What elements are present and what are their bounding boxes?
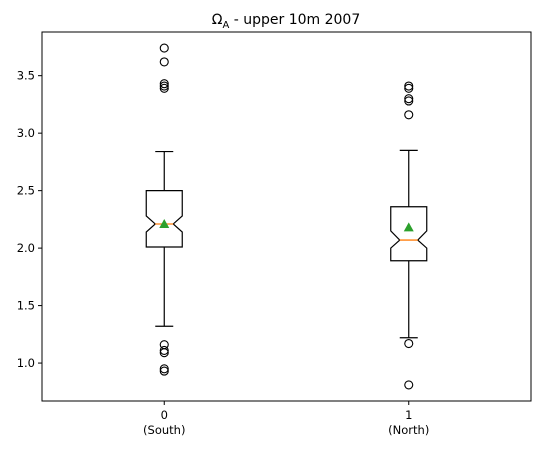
x-category-name: (North) — [388, 423, 429, 437]
y-axis: 1.0 1.5 2.0 2.5 3.0 3.5 — [17, 69, 42, 370]
outlier-point — [159, 83, 169, 93]
x-tick-label: 0 — [161, 408, 168, 422]
outlier-point — [159, 345, 169, 355]
mean-marker — [159, 218, 170, 228]
outlier-point — [159, 366, 169, 376]
box-group — [145, 43, 183, 376]
x-category-name: (South) — [143, 423, 185, 437]
outlier-point — [404, 81, 414, 91]
y-tick-label: 3.0 — [17, 126, 35, 140]
outlier-point — [159, 43, 169, 53]
x-tick-label: 1 — [405, 408, 412, 422]
outlier-point — [404, 338, 414, 349]
mean-marker — [403, 222, 414, 232]
outlier-point — [159, 81, 169, 91]
notched-box — [145, 190, 183, 248]
outlier-point — [159, 57, 169, 67]
y-tick-label: 3.5 — [17, 69, 35, 83]
box-series — [145, 43, 428, 390]
outlier-point — [404, 380, 414, 390]
outlier-point — [404, 94, 414, 104]
x-axis: 0(South) 1(North) — [143, 401, 429, 437]
y-tick-label: 1.5 — [17, 299, 35, 313]
y-tick-label: 2.0 — [17, 241, 35, 255]
outlier-point — [159, 364, 169, 374]
outlier-point — [159, 348, 169, 358]
y-tick-label: 1.0 — [17, 356, 35, 370]
outlier-point — [159, 79, 169, 89]
outlier-point — [404, 110, 414, 120]
box-group — [390, 81, 428, 390]
y-tick-label: 2.5 — [17, 184, 35, 198]
outlier-point — [404, 83, 414, 93]
notched-box — [390, 206, 428, 262]
chart-title: ΩA - upper 10m 2007 — [212, 12, 361, 31]
outlier-point — [404, 96, 414, 106]
plot-area-frame — [41, 31, 532, 402]
